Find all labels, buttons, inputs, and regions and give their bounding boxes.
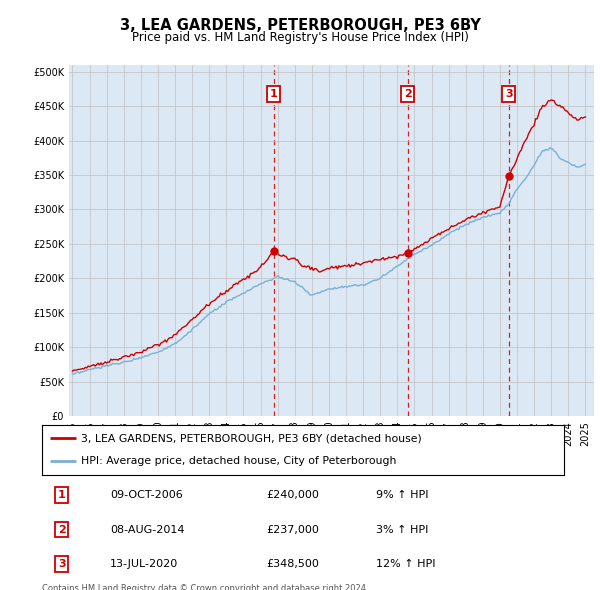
- Text: 2: 2: [58, 525, 66, 535]
- Text: 1: 1: [58, 490, 66, 500]
- Text: £240,000: £240,000: [266, 490, 319, 500]
- Text: £348,500: £348,500: [266, 559, 319, 569]
- Text: 3: 3: [505, 89, 512, 99]
- Text: 13-JUL-2020: 13-JUL-2020: [110, 559, 178, 569]
- Text: 3% ↑ HPI: 3% ↑ HPI: [376, 525, 428, 535]
- Text: 09-OCT-2006: 09-OCT-2006: [110, 490, 182, 500]
- Text: 12% ↑ HPI: 12% ↑ HPI: [376, 559, 436, 569]
- Text: £237,000: £237,000: [266, 525, 319, 535]
- Text: 3: 3: [58, 559, 65, 569]
- Text: HPI: Average price, detached house, City of Peterborough: HPI: Average price, detached house, City…: [81, 457, 397, 467]
- Text: 08-AUG-2014: 08-AUG-2014: [110, 525, 184, 535]
- Text: Contains HM Land Registry data © Crown copyright and database right 2024.
This d: Contains HM Land Registry data © Crown c…: [42, 584, 368, 590]
- Text: Price paid vs. HM Land Registry's House Price Index (HPI): Price paid vs. HM Land Registry's House …: [131, 31, 469, 44]
- Text: 2: 2: [404, 89, 412, 99]
- Text: 9% ↑ HPI: 9% ↑ HPI: [376, 490, 428, 500]
- Text: 1: 1: [270, 89, 278, 99]
- Text: 3, LEA GARDENS, PETERBOROUGH, PE3 6BY (detached house): 3, LEA GARDENS, PETERBOROUGH, PE3 6BY (d…: [81, 433, 422, 443]
- Text: 3, LEA GARDENS, PETERBOROUGH, PE3 6BY: 3, LEA GARDENS, PETERBOROUGH, PE3 6BY: [119, 18, 481, 32]
